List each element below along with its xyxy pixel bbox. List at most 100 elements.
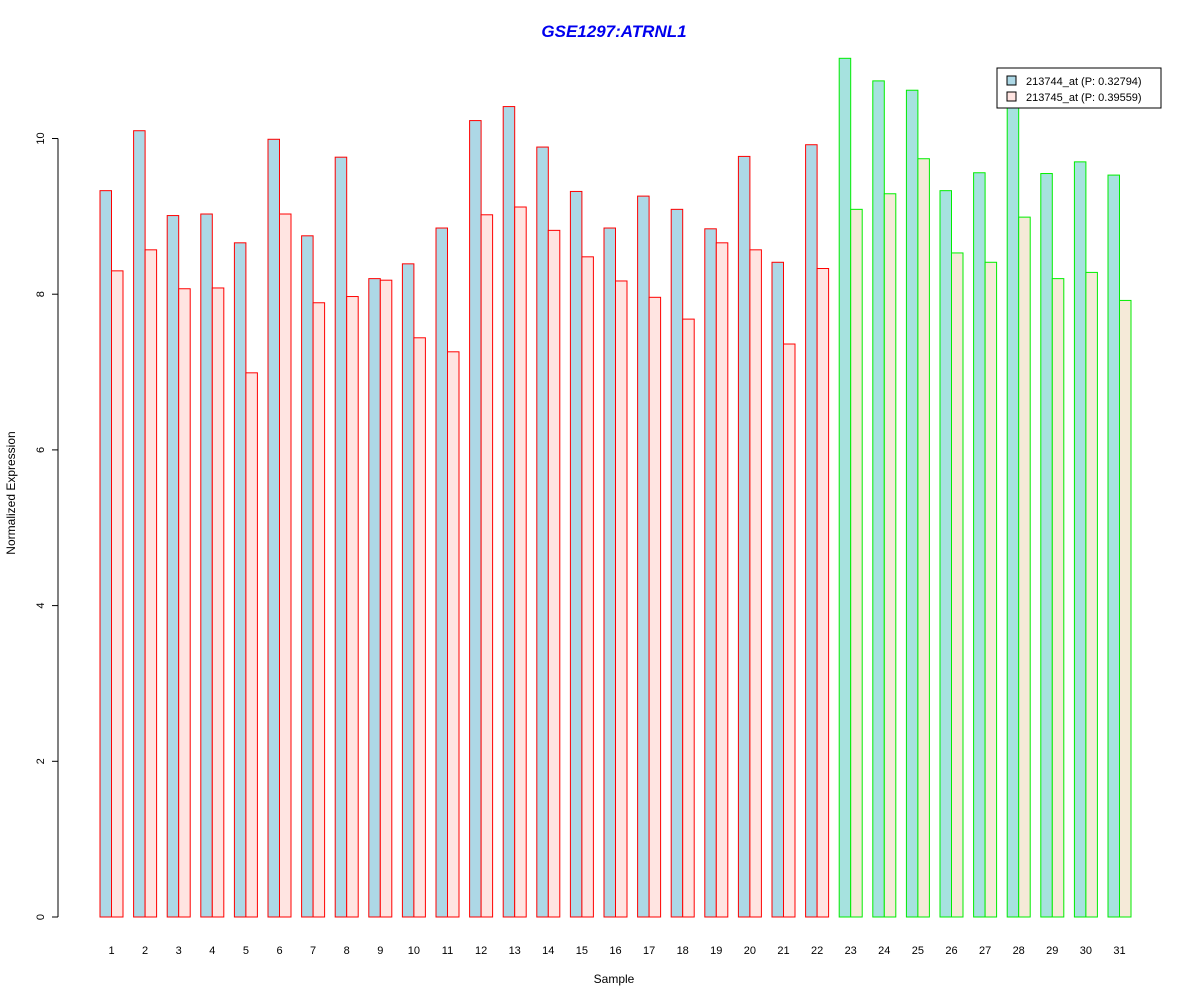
x-tick-label-8: 8 xyxy=(344,945,350,957)
bar-sample-13-series-1 xyxy=(502,106,516,918)
bar-sample-5-series-1 xyxy=(233,242,247,918)
x-tick-label-16: 16 xyxy=(609,945,621,957)
bar-sample-26-series-1 xyxy=(939,190,952,918)
y-axis-title: Normalized Expression xyxy=(4,431,18,554)
x-tick-label-13: 13 xyxy=(509,945,521,957)
bar-sample-6-series-1 xyxy=(267,138,280,918)
bar-sample-12-series-2 xyxy=(480,214,494,918)
bar-sample-8-series-2 xyxy=(346,296,359,918)
bar-sample-11-series-1 xyxy=(435,227,448,918)
bar-sample-31-series-2 xyxy=(1119,299,1132,918)
x-tick-label-20: 20 xyxy=(744,945,756,957)
bar-sample-9-series-1 xyxy=(368,278,381,918)
x-tick-label-24: 24 xyxy=(878,945,890,957)
legend-label-1: 213744_at (P: 0.32794) xyxy=(1026,76,1142,88)
bar-sample-30-series-1 xyxy=(1073,161,1087,918)
bar-sample-2-series-1 xyxy=(133,130,146,918)
x-tick-label-3: 3 xyxy=(176,945,182,957)
x-tick-label-2: 2 xyxy=(142,945,148,957)
bar-sample-27-series-2 xyxy=(984,261,998,918)
bar-sample-10-series-2 xyxy=(413,337,426,918)
bar-sample-23-series-1 xyxy=(838,57,852,918)
x-tick-label-10: 10 xyxy=(408,945,420,957)
bar-sample-31-series-1 xyxy=(1107,174,1120,918)
bar-sample-14-series-1 xyxy=(536,146,549,918)
bar-sample-10-series-1 xyxy=(401,263,415,918)
bar-sample-24-series-1 xyxy=(872,80,885,918)
x-tick-label-11: 11 xyxy=(442,945,453,957)
bar-sample-21-series-2 xyxy=(783,343,796,918)
bar-sample-24-series-2 xyxy=(883,193,897,918)
x-tick-label-12: 12 xyxy=(475,945,487,957)
x-tick-label-19: 19 xyxy=(710,945,722,957)
bar-sample-19-series-2 xyxy=(715,242,729,918)
y-tick-label-8: 8 xyxy=(35,291,47,297)
bar-sample-3-series-2 xyxy=(178,288,191,918)
x-tick-label-31: 31 xyxy=(1113,945,1125,957)
y-axis: 0 2 4 6 8 10 xyxy=(35,132,59,920)
x-tick-label-28: 28 xyxy=(1013,945,1025,957)
x-tick-label-5: 5 xyxy=(243,945,249,957)
bar-sample-9-series-2 xyxy=(379,279,393,918)
y-tick-label-4: 4 xyxy=(35,603,47,609)
x-tick-label-9: 9 xyxy=(377,945,383,957)
bar-sample-20-series-2 xyxy=(749,249,762,918)
legend-box xyxy=(996,67,1162,109)
bar-sample-8-series-1 xyxy=(334,156,348,918)
bar-sample-28-series-2 xyxy=(1018,216,1031,918)
bar-sample-25-series-1 xyxy=(905,89,919,918)
bar-sample-15-series-1 xyxy=(569,190,583,918)
bar-sample-27-series-1 xyxy=(973,172,986,918)
x-axis-labels: 1 2 3 4 5 6 7 8 9 10 11 12 13 14 15 16 17 18 19 20 21 22 23 24 2… xyxy=(108,945,1125,957)
bar-sample-13-series-2 xyxy=(514,206,527,918)
legend: 213744_at (P: 0.32794) 213745_at (P: 0.39… xyxy=(996,67,1162,109)
bar-sample-21-series-1 xyxy=(771,261,784,918)
y-tick-label-0: 0 xyxy=(35,914,47,920)
x-tick-label-4: 4 xyxy=(209,945,215,957)
bar-sample-4-series-1 xyxy=(200,213,213,918)
bar-sample-30-series-2 xyxy=(1085,271,1098,918)
bar-sample-1-series-1 xyxy=(99,190,112,918)
chart-title: GSE1297:ATRNL1 xyxy=(541,22,686,41)
bar-sample-3-series-1 xyxy=(166,215,180,918)
bar-sample-5-series-2 xyxy=(245,372,258,918)
bar-sample-16-series-2 xyxy=(615,280,628,918)
bar-sample-1-series-2 xyxy=(111,270,124,918)
x-tick-label-7: 7 xyxy=(310,945,316,957)
bar-sample-16-series-1 xyxy=(603,227,616,918)
x-tick-label-6: 6 xyxy=(276,945,282,957)
bar-sample-17-series-1 xyxy=(637,195,650,918)
x-tick-label-21: 21 xyxy=(777,945,789,957)
bar-sample-19-series-1 xyxy=(704,228,717,918)
x-tick-label-25: 25 xyxy=(912,945,924,957)
y-tick-label-2: 2 xyxy=(35,758,47,764)
bar-sample-4-series-2 xyxy=(211,287,225,918)
bar-sample-11-series-2 xyxy=(447,351,460,918)
bar-sample-22-series-1 xyxy=(805,144,818,918)
bar-sample-23-series-2 xyxy=(850,208,863,918)
bar-sample-7-series-1 xyxy=(301,235,314,918)
bars-layer xyxy=(99,57,1132,918)
x-tick-label-1: 1 xyxy=(108,945,114,957)
x-tick-label-22: 22 xyxy=(811,945,823,957)
bar-sample-12-series-1 xyxy=(469,120,482,918)
y-tick-label-10: 10 xyxy=(35,132,47,144)
y-tick-label-6: 6 xyxy=(35,447,47,453)
x-tick-label-29: 29 xyxy=(1046,945,1058,957)
bar-sample-29-series-2 xyxy=(1051,278,1065,918)
x-tick-label-15: 15 xyxy=(576,945,588,957)
x-axis-title: Sample xyxy=(594,972,635,986)
bar-sample-6-series-2 xyxy=(279,213,292,918)
bar-sample-25-series-2 xyxy=(917,158,930,918)
x-tick-label-23: 23 xyxy=(845,945,857,957)
bar-sample-20-series-1 xyxy=(737,155,751,918)
x-tick-label-27: 27 xyxy=(979,945,991,957)
bar-sample-14-series-2 xyxy=(547,229,561,918)
x-tick-label-30: 30 xyxy=(1080,945,1092,957)
bar-sample-28-series-1 xyxy=(1006,99,1020,918)
bar-sample-18-series-2 xyxy=(682,318,695,918)
bar-sample-26-series-2 xyxy=(951,252,964,918)
bar-sample-18-series-1 xyxy=(670,208,684,918)
